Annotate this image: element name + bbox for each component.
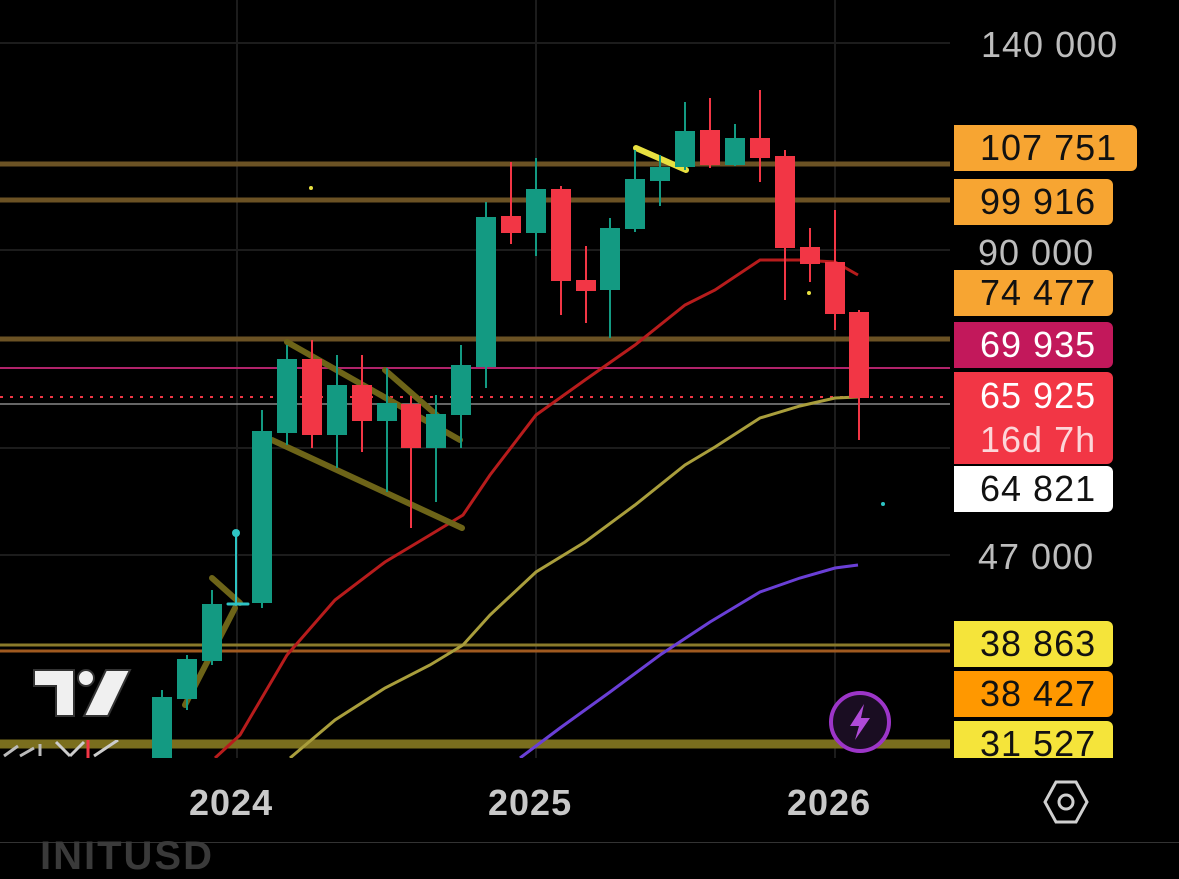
price-tag-69935[interactable]: 69 935 xyxy=(954,322,1113,368)
time-axis-label: 2026 xyxy=(787,782,872,823)
ma-red xyxy=(213,258,859,758)
price-tag-99916[interactable]: 99 916 xyxy=(954,179,1113,225)
ma-purple xyxy=(519,563,859,758)
price-axis-label: 140 000 xyxy=(981,24,1119,65)
symbol-label[interactable]: INITUSD xyxy=(40,834,214,878)
candles xyxy=(152,90,869,758)
price-tag-107751[interactable]: 107 751 xyxy=(954,125,1137,171)
price-tag-31527-clip: 31 527 xyxy=(954,721,1113,758)
price-axis-label: 47 000 xyxy=(978,536,1095,577)
last-price-tag[interactable]: 65 925 16d 7h xyxy=(954,372,1113,464)
price-tag-74477[interactable]: 74 477 xyxy=(954,270,1113,316)
price-axis-label: 90 000 xyxy=(978,232,1095,273)
horizontal-grid xyxy=(0,42,950,556)
vertical-grid xyxy=(236,0,836,758)
price-tag-31527[interactable]: 31 527 xyxy=(954,721,1113,758)
settings-hex-icon[interactable] xyxy=(1042,778,1090,826)
ma-olive xyxy=(289,395,859,758)
chart-canvas[interactable] xyxy=(0,0,950,758)
tradingview-logo[interactable] xyxy=(30,664,134,722)
last-price-value: 65 925 xyxy=(980,375,1097,416)
bar-countdown: 16d 7h xyxy=(980,419,1097,460)
time-axis-label: 2025 xyxy=(488,782,573,823)
chart-plot-area[interactable] xyxy=(0,0,950,758)
price-tag-38427[interactable]: 38 427 xyxy=(954,671,1113,717)
candle-up xyxy=(152,102,745,758)
lightning-icon[interactable] xyxy=(828,690,892,754)
price-tag-64821[interactable]: 64 821 xyxy=(954,466,1113,512)
bottom-divider xyxy=(0,842,1179,843)
time-axis-label: 2024 xyxy=(189,782,274,823)
candle-down xyxy=(302,90,869,528)
horizontal-levels xyxy=(0,161,950,749)
price-tag-38863[interactable]: 38 863 xyxy=(954,621,1113,667)
drawing-tool-marks xyxy=(3,740,119,758)
